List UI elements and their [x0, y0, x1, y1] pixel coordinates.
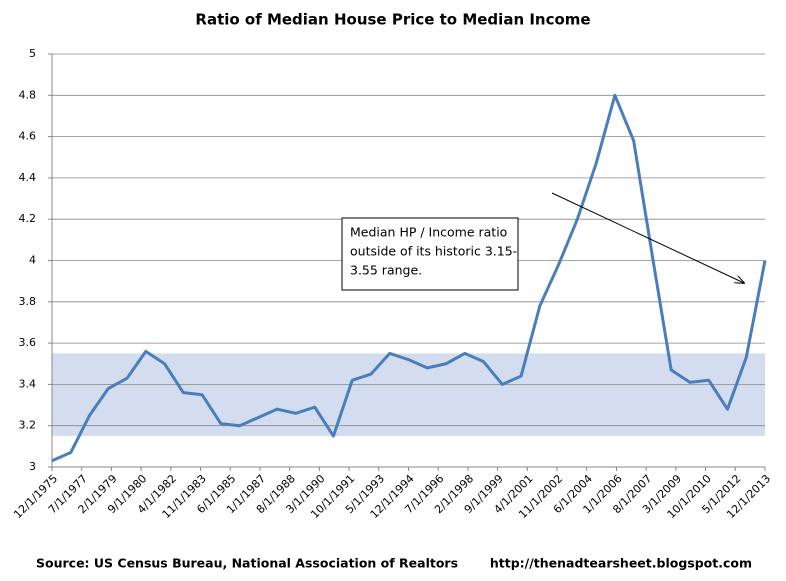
y-tick-label: 5 [29, 47, 36, 60]
plot-area: 33.23.43.63.844.24.44.64.8512/1/19757/1/… [11, 47, 773, 521]
y-tick-label: 4.8 [19, 88, 37, 101]
annotation-text: Median HP / Income ratio [350, 225, 507, 240]
y-tick-label: 4.6 [19, 130, 37, 143]
y-tick-label: 3.8 [19, 295, 37, 308]
annotation-arrow [551, 192, 744, 283]
y-tick-label: 3.2 [19, 419, 37, 432]
data-line [51, 93, 767, 463]
y-tick-label: 4.2 [19, 212, 37, 225]
chart-title: Ratio of Median House Price to Median In… [195, 11, 590, 29]
annotation-text: outside of its historic 3.15- [350, 244, 517, 259]
y-tick-label: 3.6 [19, 336, 37, 349]
annotation-text: 3.55 range. [350, 263, 422, 278]
historic-range-band [52, 353, 765, 437]
y-tick-label: 4.4 [19, 171, 37, 184]
annotation-box [341, 217, 519, 291]
y-tick-label: 4 [29, 254, 36, 267]
y-tick-label: 3.4 [19, 377, 37, 390]
y-tick-label: 3 [29, 460, 36, 473]
source: Source: US Census Bureau, National Assoc… [36, 556, 458, 571]
credit: http://thenadtearsheet.blogspot.com [490, 556, 752, 571]
